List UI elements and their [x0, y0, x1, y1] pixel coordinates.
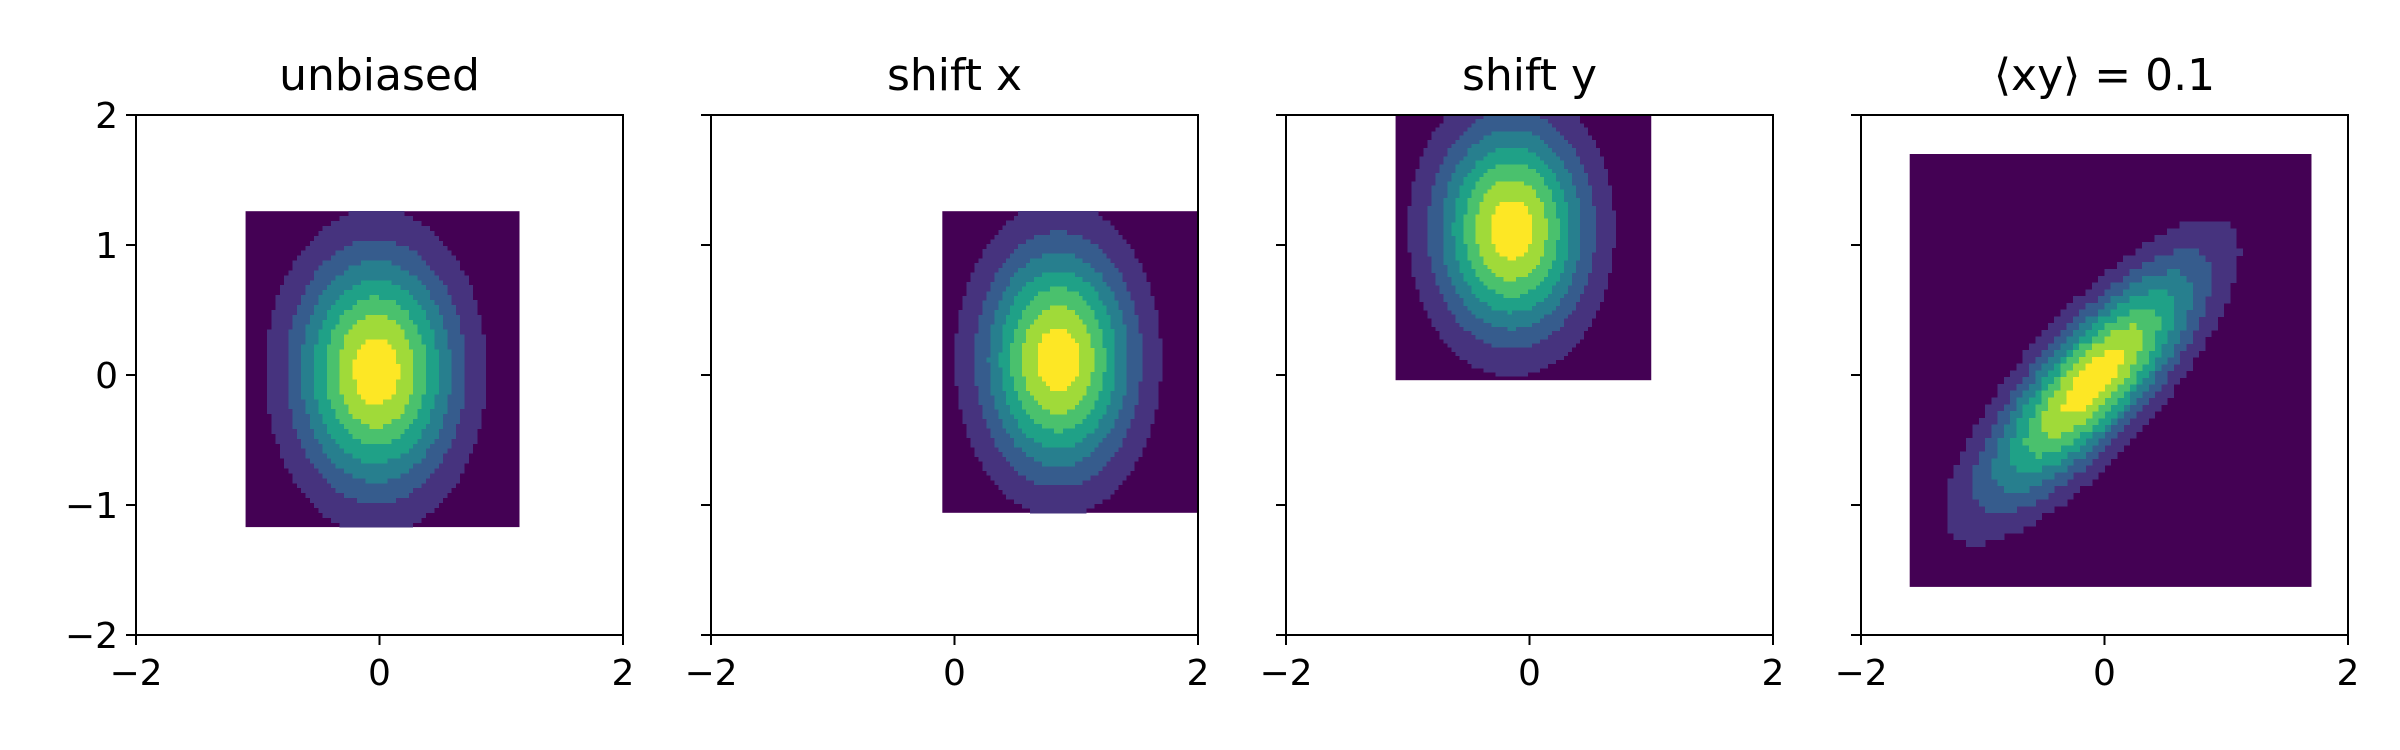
panel-1-x-tick-label: 2 [612, 653, 635, 694]
panel-2-title: shift x [887, 50, 1022, 101]
panel-1-y-tick-label: −1 [65, 486, 118, 527]
panel-2-shift-x: −2 0 2 shift x [684, 50, 1209, 694]
panel-4-x-tick-label: 2 [2337, 653, 2360, 694]
panel-1-plot-area [245, 211, 520, 528]
panel-3-x-tick-label: 0 [1518, 653, 1541, 694]
panel-3-contour-level-6 [1475, 181, 1548, 282]
panel-3-contour-level-1 [1407, 115, 1616, 377]
panel-2-plot-area [942, 211, 1198, 514]
panel-1-contour-level-6 [339, 314, 414, 429]
panel-3-contour-level-7 [1491, 202, 1532, 261]
panel-1-title: unbiased [279, 50, 480, 101]
panel-4-contour-level-3 [1991, 268, 2193, 493]
panel-4-title: ⟨xy⟩ = 0.1 [1994, 50, 2215, 101]
panel-2-x-tick-label: 2 [1187, 653, 1210, 694]
panel-1-y-tick-label: 0 [95, 356, 118, 397]
panel-4-contour-level-2 [1972, 248, 2212, 514]
panel-2-x-tick-label: −2 [684, 653, 737, 694]
panel-3-title: shift y [1462, 50, 1597, 101]
panel-2-x-tick-label: 0 [943, 653, 966, 694]
panel-4-x-tick-label: −2 [1834, 653, 1887, 694]
panel-4-contour-level-6 [2041, 323, 2143, 439]
panel-4-x-tick-label: 0 [2093, 653, 2116, 694]
panel-1-y-tick-label: −2 [65, 616, 118, 657]
panel-3-x-tick-label: −2 [1259, 653, 1312, 694]
panel-3-shift-y: −2 0 2 shift y [1259, 50, 1784, 694]
panel-3-plot-area [1395, 115, 1652, 381]
panel-1-unbiased: −2 0 2 −2 −1 0 1 2 unbiased [65, 50, 635, 694]
panel-1-contour-level-7 [352, 339, 401, 405]
panel-4-xy-0-1: −2 0 2 ⟨xy⟩ = 0.1 [1834, 50, 2359, 694]
panel-4-plot-area [1909, 154, 2312, 587]
panel-4-contour-level-1 [1947, 221, 2244, 547]
panel-1-x-tick-label: 0 [368, 653, 391, 694]
panel-2-contour-level-7 [1038, 329, 1079, 391]
panel-3-x-tick-label: 2 [1762, 653, 1785, 694]
panel-2-contour-level-6 [1022, 305, 1095, 415]
panel-1-y-tick-label: 2 [95, 96, 118, 137]
panel-4-contour-level-4 [2010, 289, 2174, 473]
panel-1-x-tick-label: −2 [109, 653, 162, 694]
panel-1-y-tick-label: 1 [95, 226, 118, 267]
panel-4-contour-level-7 [2060, 350, 2124, 412]
panel-4-contour-level-5 [2022, 309, 2162, 459]
